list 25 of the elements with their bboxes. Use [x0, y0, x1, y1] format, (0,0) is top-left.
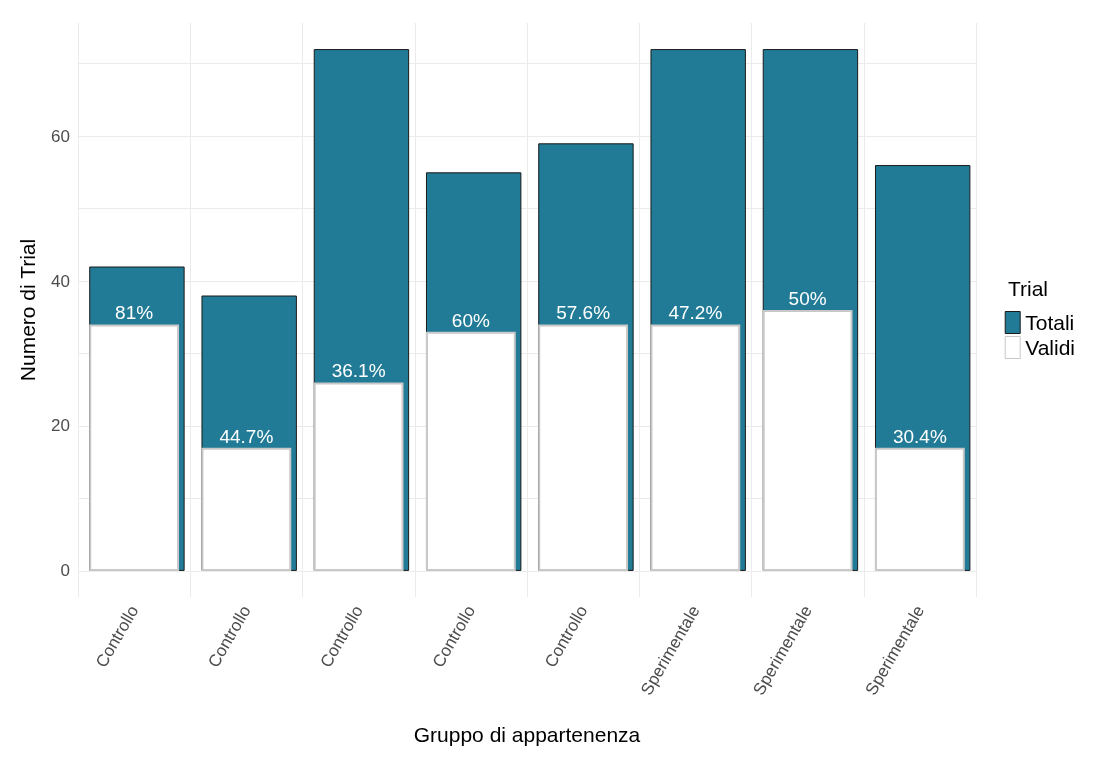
bar [762, 310, 853, 571]
bar [425, 331, 516, 571]
x-axis-title: Gruppo di appartenenza [413, 723, 641, 746]
annotation: 81% [115, 302, 154, 324]
annotation: 30.4% [892, 425, 947, 447]
legend-title: Trial [1007, 277, 1049, 300]
bar [538, 324, 629, 571]
y-tick-label: 60 [51, 126, 70, 146]
annotation: 44.7% [219, 425, 274, 447]
y-tick-label: 40 [51, 271, 70, 291]
annotation: 36.1% [331, 360, 386, 382]
y-tick-label: 20 [51, 416, 70, 436]
annotation: 60% [451, 309, 490, 331]
y-axis-title: Numero di Trial [16, 238, 39, 382]
bar [874, 447, 965, 571]
annotation: 50% [788, 288, 827, 309]
legend-label: Totali [1025, 311, 1075, 334]
y-tick-label: 0 [60, 561, 70, 581]
bar [313, 382, 404, 571]
bar [89, 324, 180, 571]
annotation: 57.6% [556, 302, 611, 324]
legend-label: Validi [1025, 336, 1076, 359]
bar [650, 324, 741, 571]
bar [201, 447, 292, 571]
annotation: 47.2% [668, 302, 723, 324]
